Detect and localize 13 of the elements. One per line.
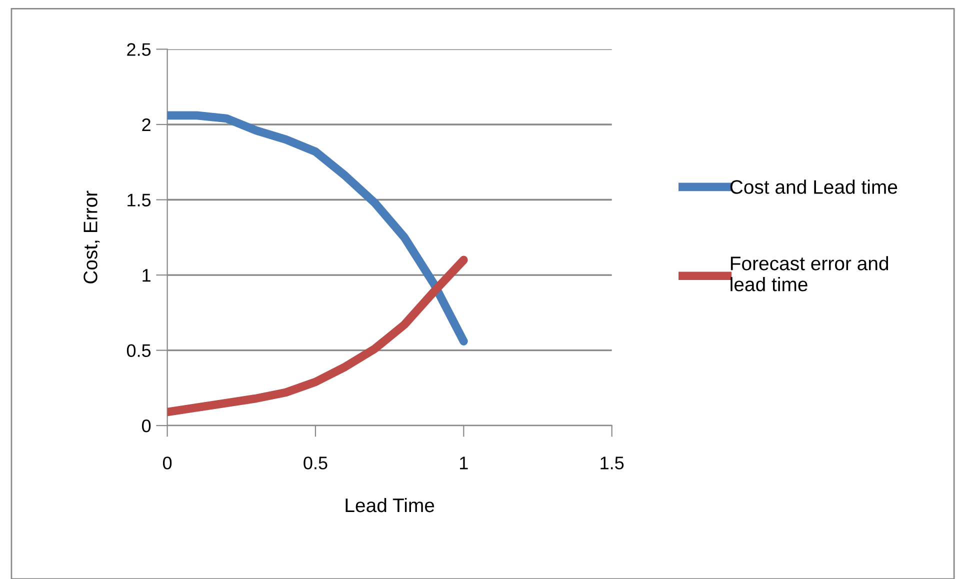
y-tick-label: 2.5: [127, 43, 151, 56]
y-tick-label: 0: [142, 420, 151, 432]
x-tick-label: 0: [162, 456, 172, 470]
y-tick-label: 1.5: [128, 194, 151, 206]
legend-label: Forecast error and lead time: [730, 256, 888, 292]
y-tick-label: 1: [142, 269, 150, 282]
x-axis-title: Lead Time: [346, 498, 434, 512]
y-tick-label: 2: [142, 118, 150, 132]
x-tick-label: 1.5: [600, 456, 624, 470]
y-axis-title: Cost, Error: [84, 190, 100, 284]
y-tick-label: 0.5: [126, 344, 151, 358]
x-tick-label: 0.5: [304, 456, 328, 470]
x-tick-label: 1: [460, 456, 468, 470]
